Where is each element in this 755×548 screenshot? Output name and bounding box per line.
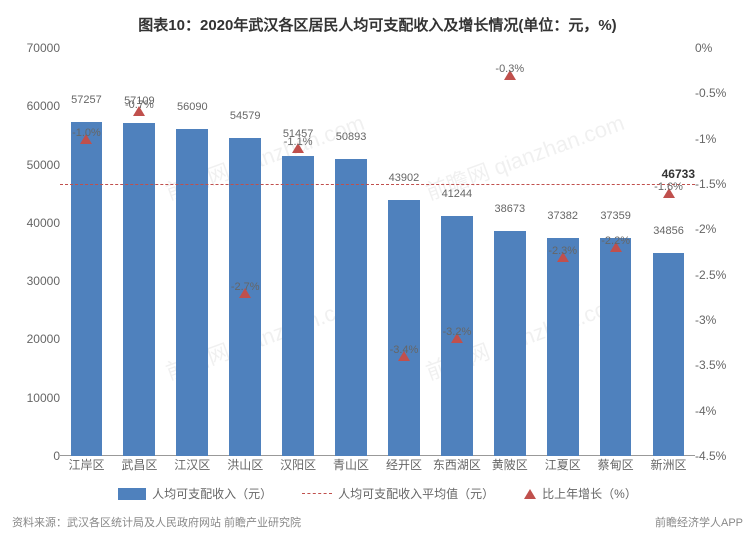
growth-label: -2.2% xyxy=(601,235,630,247)
y-right-tick: 0% xyxy=(695,41,750,55)
bar-value-label: 34856 xyxy=(632,225,706,237)
x-tick: 黄陂区 xyxy=(492,456,528,473)
y-left-tick: 10000 xyxy=(5,391,60,405)
bar-slot: 57257 xyxy=(60,48,113,456)
y-axis-left: 010000200003000040000500006000070000 xyxy=(5,48,60,456)
growth-label: -0.3% xyxy=(495,63,524,75)
growth-label: -2.7% xyxy=(231,281,260,293)
bar xyxy=(494,231,526,456)
chart-container: 图表10：2020年武汉各区居民人均可支配收入及增长情况(单位：元，%) 前瞻网… xyxy=(0,0,755,548)
x-tick: 江岸区 xyxy=(68,456,104,473)
bar-slot: 43902 xyxy=(378,48,431,456)
y-right-tick: -4.5% xyxy=(695,449,750,463)
growth-label: -2.3% xyxy=(548,245,577,257)
chart-title: 图表10：2020年武汉各区居民人均可支配收入及增长情况(单位：元，%) xyxy=(0,0,755,35)
bar-slot: 34856 xyxy=(642,48,695,456)
growth-label: -1.0% xyxy=(72,127,101,139)
y-right-tick: -4% xyxy=(695,404,750,418)
bar xyxy=(71,122,103,456)
y-right-tick: -1% xyxy=(695,132,750,146)
x-tick: 江汉区 xyxy=(174,456,210,473)
y-left-tick: 40000 xyxy=(5,216,60,230)
bar xyxy=(282,156,314,456)
growth-label: -1.6% xyxy=(654,181,683,193)
x-axis: 江岸区武昌区江汉区洪山区汉阳区青山区经开区东西湖区黄陂区江夏区蔡甸区新洲区 xyxy=(60,456,695,476)
x-tick: 武昌区 xyxy=(121,456,157,473)
bar xyxy=(335,159,367,456)
growth-label: -1.1% xyxy=(284,136,313,148)
legend-avg: 人均可支配收入平均值（元） xyxy=(302,485,494,502)
y-left-tick: 70000 xyxy=(5,41,60,55)
bar xyxy=(123,123,155,456)
y-left-tick: 0 xyxy=(5,449,60,463)
bar-slot: 41244 xyxy=(430,48,483,456)
legend-marker: 比上年增长（%） xyxy=(524,485,637,502)
bars-group: 5725757109560905457951457508934390241244… xyxy=(60,48,695,456)
bar-slot: 54579 xyxy=(219,48,272,456)
source-right: 前瞻经济学人APP xyxy=(655,514,743,530)
y-axis-right: -4.5%-4%-3.5%-3%-2.5%-2%-1.5%-1%-0.5%0% xyxy=(695,48,750,456)
y-right-tick: -1.5% xyxy=(695,177,750,191)
x-tick: 青山区 xyxy=(333,456,369,473)
legend-bar: 人均可支配收入（元） xyxy=(118,485,272,502)
y-left-tick: 50000 xyxy=(5,158,60,172)
x-tick: 东西湖区 xyxy=(433,456,481,473)
legend-marker-label: 比上年增长（%） xyxy=(542,485,637,502)
growth-label: -3.4% xyxy=(390,344,419,356)
bar-slot: 50893 xyxy=(325,48,378,456)
bar xyxy=(547,238,579,456)
legend-avg-label: 人均可支配收入平均值（元） xyxy=(338,485,494,502)
y-right-tick: -3.5% xyxy=(695,358,750,372)
source-left: 资料来源：武汉各区统计局及人民政府网站 前瞻产业研究院 xyxy=(12,514,301,530)
legend-bar-swatch xyxy=(118,488,146,500)
bar xyxy=(176,129,208,456)
y-left-tick: 20000 xyxy=(5,332,60,346)
y-right-tick: -2.5% xyxy=(695,268,750,282)
bar-slot: 51457 xyxy=(272,48,325,456)
average-label: 46733 xyxy=(662,167,695,181)
x-tick: 蔡甸区 xyxy=(598,456,634,473)
legend-triangle-icon xyxy=(524,489,536,499)
legend: 人均可支配收入（元） 人均可支配收入平均值（元） 比上年增长（%） xyxy=(0,485,755,502)
x-tick: 新洲区 xyxy=(651,456,687,473)
bar xyxy=(653,253,685,456)
x-tick: 经开区 xyxy=(386,456,422,473)
plot-area: 5725757109560905457951457508934390241244… xyxy=(60,48,695,456)
y-right-tick: -0.5% xyxy=(695,86,750,100)
average-line: 46733 xyxy=(60,184,695,185)
y-left-tick: 30000 xyxy=(5,274,60,288)
growth-label: -3.2% xyxy=(443,326,472,338)
y-right-tick: -3% xyxy=(695,313,750,327)
bar xyxy=(388,200,420,456)
legend-bar-label: 人均可支配收入（元） xyxy=(152,485,272,502)
growth-label: -0.7% xyxy=(125,99,154,111)
bar xyxy=(600,238,632,456)
x-tick: 江夏区 xyxy=(545,456,581,473)
legend-dash-swatch xyxy=(302,493,332,494)
x-tick: 洪山区 xyxy=(227,456,263,473)
x-tick: 汉阳区 xyxy=(280,456,316,473)
bar-slot: 38673 xyxy=(483,48,536,456)
